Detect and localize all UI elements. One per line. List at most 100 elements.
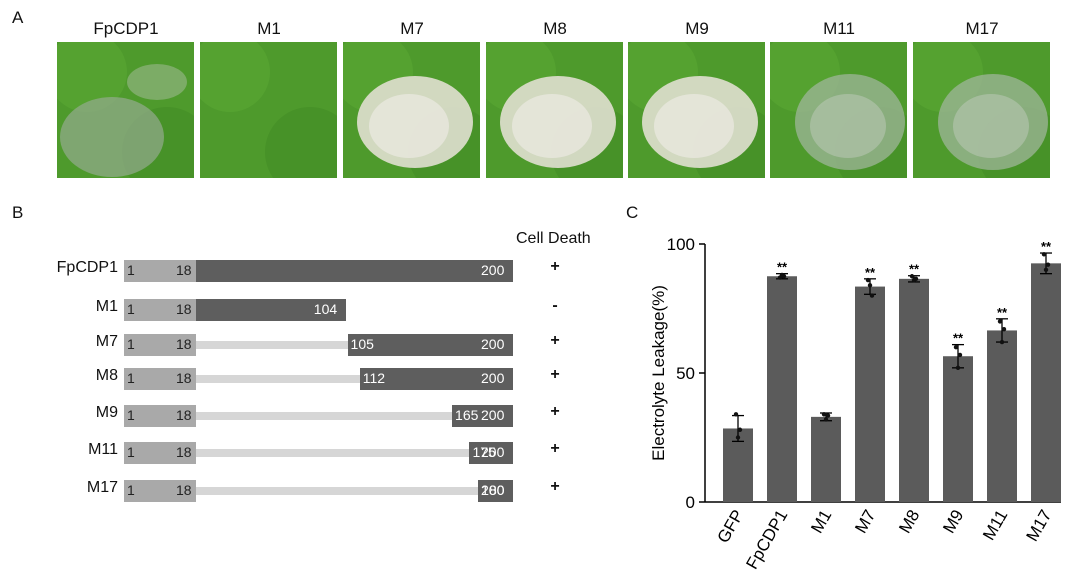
data-point	[825, 413, 831, 418]
residue-label-end: 200	[481, 262, 505, 278]
data-point	[823, 417, 829, 422]
construct-name: M9	[95, 404, 118, 421]
residue-label-end: 200	[481, 370, 505, 386]
cell-death-sign: +	[550, 366, 560, 383]
signal-peptide-segment	[124, 480, 196, 502]
data-point	[913, 276, 919, 282]
significance-label: **	[865, 265, 876, 280]
data-point	[737, 427, 743, 432]
data-point	[1041, 252, 1047, 257]
residue-label-1: 1	[127, 262, 135, 278]
residue-label-start: 180	[481, 482, 505, 498]
y-tick-label: 100	[667, 235, 695, 254]
leaf-title: M1	[257, 19, 281, 38]
data-point	[957, 352, 963, 358]
residue-label-18: 18	[176, 336, 192, 352]
significance-label: **	[1041, 239, 1052, 254]
x-tick-label: M1	[807, 507, 835, 537]
residue-label-18: 18	[176, 301, 192, 317]
significance-label: **	[997, 305, 1008, 320]
construct-name: FpCDP1	[56, 259, 118, 276]
residue-label-1: 1	[127, 482, 135, 498]
data-point	[997, 319, 1003, 324]
data-point	[735, 435, 741, 440]
cell-death-sign: +	[550, 258, 560, 275]
construct-name: M1	[95, 298, 118, 315]
residue-label-1: 1	[127, 444, 135, 460]
leaf-photo	[628, 42, 765, 178]
data-point	[865, 277, 871, 283]
significance-label: **	[777, 260, 788, 275]
deleted-region-line	[196, 341, 348, 349]
y-tick-label: 50	[676, 364, 695, 383]
significance-label: **	[909, 262, 920, 277]
signal-peptide-segment	[124, 368, 196, 390]
construct-name: M7	[95, 333, 118, 350]
panel-a-letter: A	[12, 8, 24, 27]
leaf-title: M8	[543, 19, 567, 38]
leaf-photo	[770, 42, 907, 178]
cell-death-sign: +	[550, 440, 560, 457]
retained-segment	[196, 260, 513, 282]
residue-label-18: 18	[176, 482, 192, 498]
bar	[899, 278, 929, 502]
residue-label-1: 1	[127, 301, 135, 317]
retained-segment	[469, 442, 513, 464]
data-point	[999, 339, 1005, 345]
residue-label-18: 18	[176, 407, 192, 423]
leaf-title: M11	[823, 19, 855, 38]
bar	[767, 276, 797, 502]
x-tick-label: GFP	[714, 507, 748, 547]
data-point	[1001, 326, 1007, 332]
residue-label-1: 1	[127, 336, 135, 352]
significance-label: **	[953, 331, 964, 346]
residue-label-end: 200	[481, 336, 505, 352]
bar	[943, 356, 973, 502]
construct-name: M8	[95, 367, 118, 384]
cell-death-header: Cell Death	[516, 230, 591, 247]
residue-label-start: 112	[362, 370, 386, 386]
signal-peptide-segment	[124, 405, 196, 427]
cell-death-sign: +	[550, 478, 560, 495]
residue-label-end: 104	[313, 301, 338, 317]
x-tick-label: M7	[851, 507, 879, 537]
x-tick-label: M8	[895, 507, 923, 537]
cell-death-sign: -	[552, 297, 558, 314]
data-point	[867, 283, 873, 288]
signal-peptide-segment	[124, 334, 196, 356]
data-point	[955, 365, 961, 371]
data-point	[1045, 262, 1051, 267]
residue-label-1: 1	[127, 407, 135, 423]
residue-label-18: 18	[176, 262, 192, 278]
deleted-region-line	[196, 487, 479, 495]
deleted-region-line	[196, 375, 360, 383]
data-point	[821, 412, 827, 417]
signal-peptide-segment	[124, 299, 196, 321]
residue-label-18: 18	[176, 444, 192, 460]
panel-c-letter: C	[626, 203, 639, 222]
construct-name: M11	[88, 441, 118, 458]
deleted-region-line	[196, 449, 470, 457]
residue-label-start: 165	[455, 407, 479, 423]
residue-label-start: 105	[350, 336, 374, 352]
leaf-title: FpCDP1	[93, 19, 159, 38]
residue-label-end: 200	[481, 407, 505, 423]
x-tick-label: M11	[979, 507, 1011, 544]
bar	[855, 286, 885, 502]
leaf-title: M7	[400, 19, 424, 38]
leaf-photo	[913, 42, 1050, 178]
signal-peptide-segment	[124, 260, 196, 282]
retained-segment	[196, 299, 346, 321]
residue-label-end: 200	[481, 482, 505, 498]
leaf-photo	[200, 42, 337, 178]
deleted-region-line	[196, 412, 453, 420]
construct-name: M17	[86, 479, 118, 496]
data-point	[953, 345, 959, 350]
retained-segment	[478, 480, 513, 502]
electrolyte-leakage-chart: 0 50 100 Electrolyte Leakage(%) GFP ** FpCDP1 M…	[649, 235, 1061, 572]
bar	[1031, 263, 1061, 502]
data-point	[869, 293, 875, 298]
panel-b-letter: B	[12, 203, 24, 222]
leaf-photo	[486, 42, 623, 178]
leaf-title: M9	[685, 19, 709, 38]
